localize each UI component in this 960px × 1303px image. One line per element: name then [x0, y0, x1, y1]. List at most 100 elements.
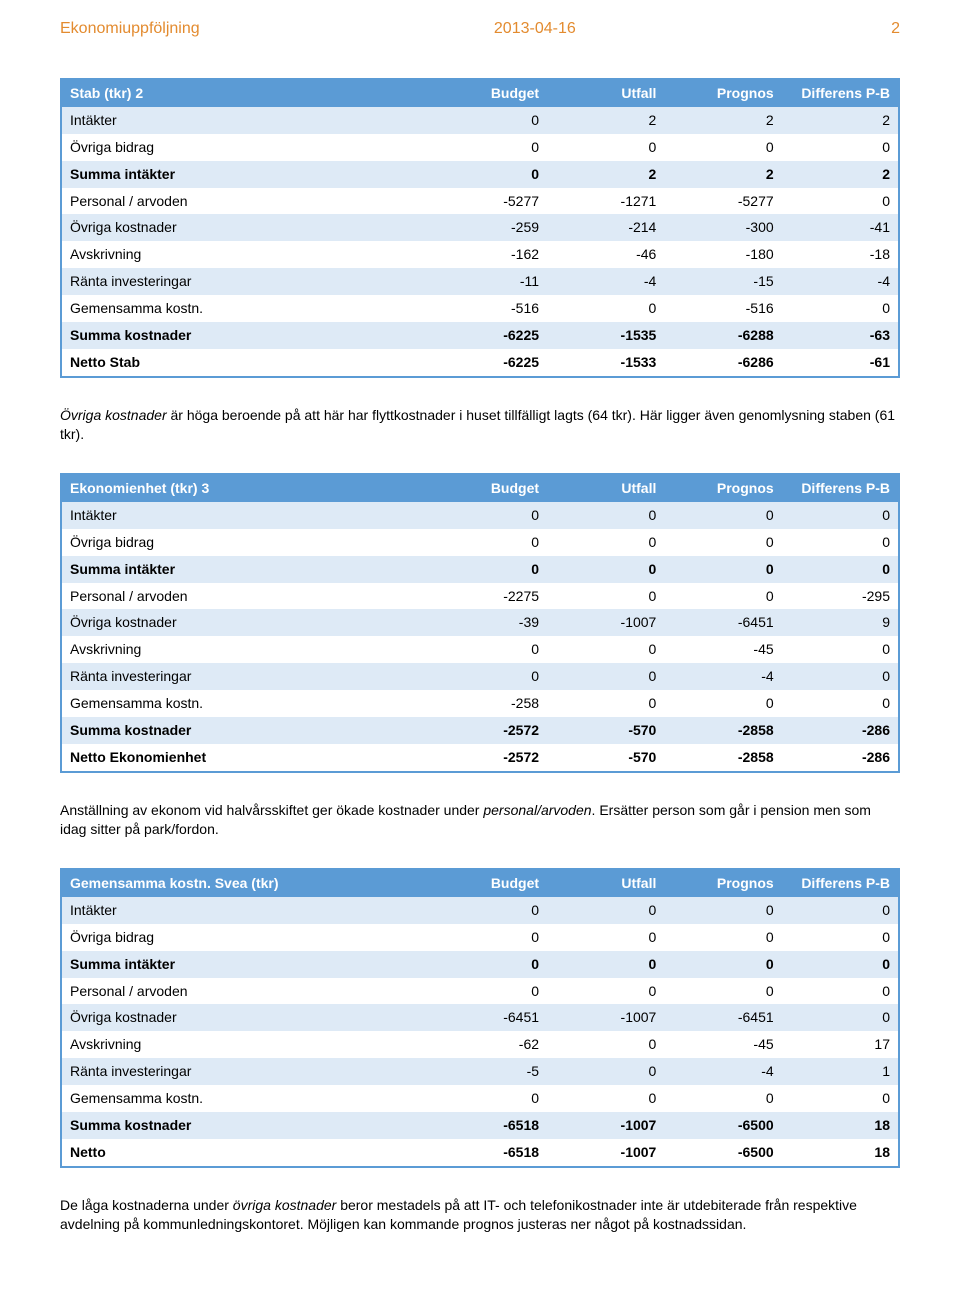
- table-row: Personal / arvoden-5277-1271-52770: [61, 188, 899, 215]
- cell-value: 0: [430, 951, 547, 978]
- column-header: Prognos: [664, 79, 781, 107]
- cell-value: 0: [664, 556, 781, 583]
- note-paragraph: De låga kostnaderna under övriga kostnad…: [60, 1196, 900, 1235]
- cell-value: -5277: [664, 188, 781, 215]
- cell-value: 0: [430, 134, 547, 161]
- cell-value: 0: [664, 1085, 781, 1112]
- cell-value: -295: [782, 583, 899, 610]
- header-page: 2: [870, 20, 900, 38]
- cell-value: 0: [664, 690, 781, 717]
- column-header: Differens P-B: [782, 474, 899, 502]
- cell-value: 0: [782, 1004, 899, 1031]
- table-row: Summa kostnader-6518-1007-650018: [61, 1112, 899, 1139]
- row-label: Övriga kostnader: [61, 609, 430, 636]
- cell-value: -6288: [664, 322, 781, 349]
- table-row: Summa kostnader-2572-570-2858-286: [61, 717, 899, 744]
- table-row: Personal / arvoden-227500-295: [61, 583, 899, 610]
- table-row: Summa intäkter0000: [61, 951, 899, 978]
- row-label: Övriga bidrag: [61, 924, 430, 951]
- note-text: är höga beroende på att här har flyttkos…: [60, 407, 895, 443]
- cell-value: 0: [782, 951, 899, 978]
- cell-value: 0: [547, 556, 664, 583]
- table-row: Avskrivning-620-4517: [61, 1031, 899, 1058]
- cell-value: -214: [547, 214, 664, 241]
- cell-value: 0: [782, 978, 899, 1005]
- cell-value: 0: [664, 951, 781, 978]
- cell-value: 0: [664, 529, 781, 556]
- cell-value: -4: [782, 268, 899, 295]
- cell-value: 0: [547, 663, 664, 690]
- financial-table: Stab (tkr) 2BudgetUtfallPrognosDifferens…: [60, 78, 900, 378]
- row-label: Gemensamma kostn.: [61, 1085, 430, 1112]
- note-italic: personal/arvoden: [483, 802, 591, 818]
- table-row: Summa intäkter0222: [61, 161, 899, 188]
- cell-value: -63: [782, 322, 899, 349]
- table-row: Övriga bidrag0000: [61, 924, 899, 951]
- table-row: Summa kostnader-6225-1535-6288-63: [61, 322, 899, 349]
- cell-value: 0: [547, 978, 664, 1005]
- cell-value: 0: [664, 502, 781, 529]
- table-row: Gemensamma kostn.-258000: [61, 690, 899, 717]
- cell-value: -258: [430, 690, 547, 717]
- row-label: Gemensamma kostn.: [61, 295, 430, 322]
- cell-value: -162: [430, 241, 547, 268]
- note-text: Anställning av ekonom vid halvårsskiftet…: [60, 802, 483, 818]
- cell-value: -1007: [547, 1004, 664, 1031]
- cell-value: -62: [430, 1031, 547, 1058]
- table-row: Ränta investeringar00-40: [61, 663, 899, 690]
- cell-value: -1007: [547, 1112, 664, 1139]
- cell-value: -259: [430, 214, 547, 241]
- table-row: Netto-6518-1007-650018: [61, 1139, 899, 1167]
- cell-value: -286: [782, 717, 899, 744]
- row-label: Summa intäkter: [61, 951, 430, 978]
- cell-value: -180: [664, 241, 781, 268]
- cell-value: -18: [782, 241, 899, 268]
- cell-value: 0: [782, 924, 899, 951]
- cell-value: 0: [547, 924, 664, 951]
- table-title: Stab (tkr) 2: [61, 79, 430, 107]
- cell-value: -6451: [664, 1004, 781, 1031]
- cell-value: -570: [547, 717, 664, 744]
- cell-value: 0: [782, 295, 899, 322]
- row-label: Intäkter: [61, 107, 430, 134]
- cell-value: 0: [547, 1031, 664, 1058]
- cell-value: 0: [547, 951, 664, 978]
- cell-value: 0: [664, 978, 781, 1005]
- cell-value: -1007: [547, 1139, 664, 1167]
- table-row: Netto Stab-6225-1533-6286-61: [61, 349, 899, 377]
- cell-value: 0: [782, 663, 899, 690]
- cell-value: -6500: [664, 1112, 781, 1139]
- cell-value: -2858: [664, 744, 781, 772]
- row-label: Avskrivning: [61, 241, 430, 268]
- cell-value: 0: [782, 690, 899, 717]
- page-header: Ekonomiuppföljning 2013-04-16 2: [60, 20, 900, 38]
- cell-value: 0: [547, 690, 664, 717]
- note-paragraph: Övriga kostnader är höga beroende på att…: [60, 406, 900, 445]
- cell-value: 2: [782, 107, 899, 134]
- cell-value: -41: [782, 214, 899, 241]
- cell-value: -61: [782, 349, 899, 377]
- financial-table: Gemensamma kostn. Svea (tkr)BudgetUtfall…: [60, 868, 900, 1168]
- table-row: Gemensamma kostn.-5160-5160: [61, 295, 899, 322]
- cell-value: 9: [782, 609, 899, 636]
- row-label: Netto Stab: [61, 349, 430, 377]
- table-row: Gemensamma kostn.0000: [61, 1085, 899, 1112]
- cell-value: -1533: [547, 349, 664, 377]
- cell-value: 1: [782, 1058, 899, 1085]
- cell-value: -2572: [430, 744, 547, 772]
- cell-value: -516: [664, 295, 781, 322]
- cell-value: -6225: [430, 322, 547, 349]
- cell-value: -39: [430, 609, 547, 636]
- table-row: Ränta investeringar-50-41: [61, 1058, 899, 1085]
- row-label: Gemensamma kostn.: [61, 690, 430, 717]
- row-label: Netto Ekonomienhet: [61, 744, 430, 772]
- column-header: Utfall: [547, 79, 664, 107]
- note-italic: Övriga kostnader: [60, 407, 167, 423]
- cell-value: -4: [664, 663, 781, 690]
- cell-value: -1535: [547, 322, 664, 349]
- cell-value: -2858: [664, 717, 781, 744]
- cell-value: 0: [782, 636, 899, 663]
- cell-value: 0: [430, 1085, 547, 1112]
- row-label: Intäkter: [61, 502, 430, 529]
- cell-value: 0: [547, 1085, 664, 1112]
